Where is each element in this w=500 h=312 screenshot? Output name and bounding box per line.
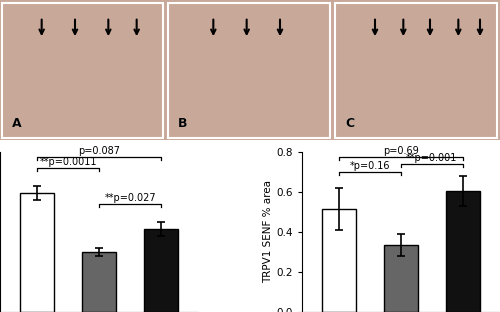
Y-axis label: TRPV1 SENF % area: TRPV1 SENF % area — [264, 180, 274, 283]
Text: *p=0.16: *p=0.16 — [350, 161, 390, 171]
Bar — [144, 229, 178, 312]
Text: **p=0.001: **p=0.001 — [406, 153, 458, 163]
Text: C: C — [345, 117, 354, 130]
Bar — [82, 252, 116, 312]
FancyBboxPatch shape — [168, 3, 330, 138]
Text: p=0.69: p=0.69 — [383, 146, 418, 156]
Text: B: B — [178, 117, 188, 130]
Text: A: A — [12, 117, 22, 130]
Text: C: C — [345, 117, 354, 130]
FancyBboxPatch shape — [2, 3, 164, 138]
Text: **p=0.0011: **p=0.0011 — [40, 157, 97, 167]
Text: B: B — [178, 117, 188, 130]
Bar — [20, 193, 54, 312]
Bar — [384, 245, 418, 312]
Bar — [322, 209, 356, 312]
Text: **p=0.027: **p=0.027 — [104, 193, 156, 203]
FancyBboxPatch shape — [335, 3, 496, 138]
Text: A: A — [12, 117, 22, 130]
Bar — [446, 191, 480, 312]
Text: p=0.087: p=0.087 — [78, 146, 120, 156]
